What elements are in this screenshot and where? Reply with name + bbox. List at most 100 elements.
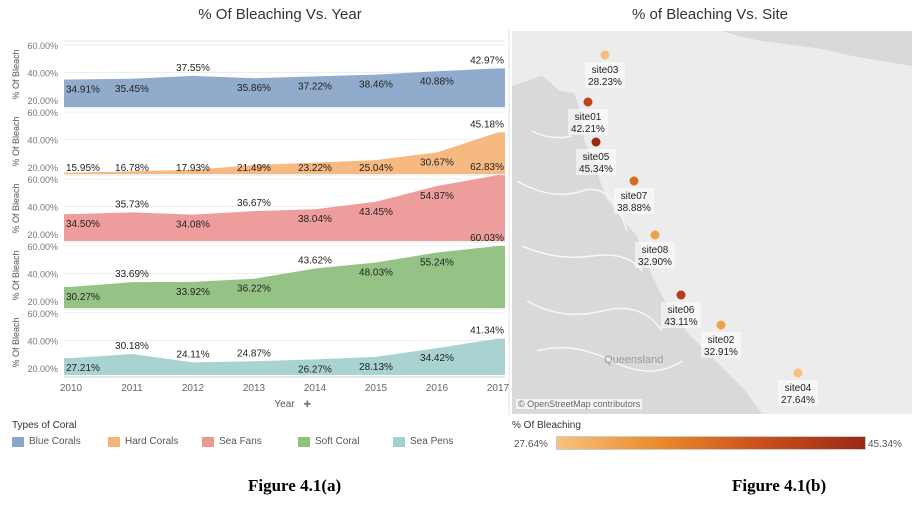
site-map[interactable]: Queensland site0328.23%site0142.21%site0… [512, 31, 912, 414]
color-legend-min: 27.64% [514, 439, 548, 450]
site-label-bg [778, 380, 818, 406]
site-name-label: site03 [592, 65, 619, 76]
y-tick-label: 60.00% [27, 309, 58, 319]
panel-sea-pens: 20.00% 40.00% 60.00% % Of Bleach 27.21% 30.18… [11, 308, 505, 375]
data-label: 36.22% [237, 284, 271, 295]
legend-item-soft-coral[interactable]: Soft Coral [298, 436, 359, 447]
site-value-label: 32.91% [704, 347, 738, 358]
site-label-bg [568, 109, 608, 135]
legend-label: Sea Fans [219, 436, 262, 447]
site-marker[interactable] [676, 290, 686, 300]
x-tick-label: 2015 [365, 383, 388, 394]
data-label: 38.04% [298, 214, 332, 225]
site-marker[interactable] [591, 137, 601, 147]
x-axis-label: Year [274, 399, 295, 410]
site-value-label: 38.88% [617, 203, 651, 214]
pin-icon[interactable]: ✚ [304, 399, 312, 409]
y-tick-label: 40.00% [27, 69, 58, 79]
data-label: 30.27% [66, 292, 100, 303]
y-tick-label: 60.00% [27, 242, 58, 252]
data-label: 42.97% [470, 55, 504, 66]
legend-title: Types of Coral [12, 420, 77, 431]
area-soft-coral[interactable] [64, 245, 505, 308]
data-label: 62.83% [470, 162, 504, 173]
map-attribution[interactable]: © OpenStreetMap contributors [516, 399, 643, 409]
area-sea-pens[interactable] [64, 338, 505, 375]
site-marker[interactable] [716, 320, 726, 330]
legend-item-sea-fans[interactable]: Sea Fans [202, 436, 262, 447]
legend-item-hard-corals[interactable]: Hard Corals [108, 436, 178, 447]
y-tick-label: 40.00% [27, 136, 58, 146]
site-marker[interactable] [600, 50, 610, 60]
data-label: 36.67% [237, 198, 271, 209]
caption-figure-b: Figure 4.1(b) [732, 476, 827, 495]
site-label-bg [661, 302, 701, 328]
x-tick-label: 2014 [304, 383, 327, 394]
site-marker[interactable] [793, 368, 803, 378]
area-hard-corals[interactable] [64, 132, 505, 174]
site-value-label: 27.64% [781, 395, 815, 406]
legend-item-sea-pens[interactable]: Sea Pens [393, 436, 453, 447]
x-tick-label: 2010 [60, 383, 83, 394]
data-label: 33.69% [115, 269, 149, 280]
area-sea-fans[interactable] [64, 175, 505, 241]
legend-swatch [298, 436, 310, 447]
site-value-label: 43.11% [664, 317, 697, 328]
site-marker[interactable] [650, 230, 660, 240]
legend-item-blue-corals[interactable]: Blue Corals [12, 436, 81, 447]
data-label: 37.22% [298, 81, 332, 92]
legend-label: Soft Coral [315, 436, 360, 447]
site-value-label: 32.90% [638, 257, 672, 268]
legend-swatch [108, 436, 120, 447]
area-chart[interactable]: 20.00% 40.00% 60.00% % Of Bleach 34.91% 35.45… [0, 0, 510, 415]
legend-label: Blue Corals [29, 436, 81, 447]
data-label: 41.34% [470, 326, 504, 337]
y-tick-label: 20.00% [27, 364, 58, 374]
site-marker[interactable] [629, 176, 639, 186]
y-axis-label: % Of Bleach [11, 49, 21, 99]
data-label: 40.88% [420, 76, 454, 87]
caption-figure-a: Figure 4.1(a) [248, 476, 342, 495]
area-blue-corals[interactable] [64, 68, 505, 107]
site-label-bg [614, 188, 654, 214]
data-label: 34.08% [176, 220, 210, 231]
site-value-label: 45.34% [579, 164, 613, 175]
legend-swatch [202, 436, 214, 447]
site-name-label: site04 [785, 383, 812, 394]
data-label: 43.45% [359, 207, 393, 218]
site-label-bg [635, 242, 675, 268]
data-label: 33.92% [176, 287, 210, 298]
color-legend-gradient [556, 436, 866, 450]
panel-sea-fans: 20.00% 40.00% 60.00% % Of Bleach 34.50% 35.73… [11, 162, 505, 241]
left-chart-title: % Of Bleaching Vs. Year [198, 6, 362, 23]
data-label: 38.46% [359, 80, 393, 91]
data-label: 35.45% [115, 84, 149, 95]
data-label: 30.67% [420, 157, 454, 168]
data-label: 28.13% [359, 362, 393, 373]
data-label: 17.93% [176, 163, 210, 174]
site-name-label: site06 [668, 305, 695, 316]
y-tick-label: 40.00% [27, 270, 58, 280]
site-marker[interactable] [583, 97, 593, 107]
data-label: 15.95% [66, 163, 100, 174]
data-label: 24.87% [237, 348, 271, 359]
x-tick-label: 2011 [121, 383, 143, 394]
y-tick-label: 40.00% [27, 203, 58, 213]
y-tick-label: 60.00% [27, 41, 58, 51]
data-label: 23.22% [298, 163, 332, 174]
legend-swatch [393, 436, 405, 447]
y-tick-label: 20.00% [27, 96, 58, 106]
x-tick-label: 2012 [182, 383, 205, 394]
legend-label: Hard Corals [125, 436, 179, 447]
y-tick-label: 60.00% [27, 108, 58, 118]
data-label: 27.21% [66, 363, 100, 374]
data-label: 25.04% [359, 163, 393, 174]
